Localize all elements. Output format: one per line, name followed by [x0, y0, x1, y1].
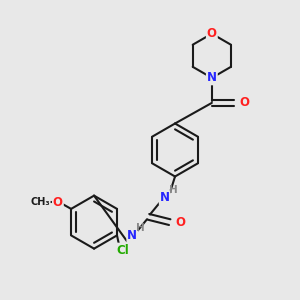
Text: O: O: [239, 96, 249, 110]
Text: O: O: [53, 196, 63, 209]
Text: N: N: [127, 230, 137, 242]
Text: O: O: [207, 27, 217, 40]
Text: N: N: [207, 71, 217, 84]
Text: CH₃: CH₃: [30, 197, 50, 207]
Text: H: H: [169, 185, 177, 195]
Text: O: O: [175, 216, 185, 229]
Text: N: N: [160, 191, 170, 204]
Text: Cl: Cl: [116, 244, 129, 256]
Text: H: H: [136, 223, 145, 233]
